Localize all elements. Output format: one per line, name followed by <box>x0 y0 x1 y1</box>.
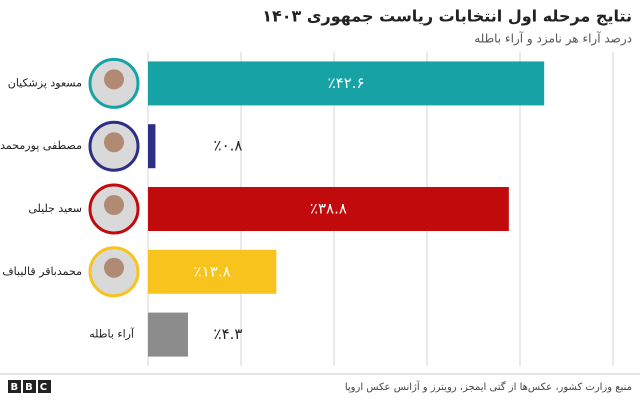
value-label: ٪۰.۸ <box>214 137 243 155</box>
avatar-face <box>104 132 124 153</box>
chart-subtitle: درصد آراء هر نامزد و آراء باطله <box>474 31 632 47</box>
bar <box>148 187 509 231</box>
category-label: محمدباقر قالیباف <box>2 265 82 278</box>
value-label: ٪۴.۳ <box>214 325 243 343</box>
source: منبع وزارت کشور، عکس‌ها از گتی ایمجز، رو… <box>345 380 632 393</box>
avatar-face <box>104 69 124 90</box>
bar <box>148 61 545 106</box>
logo: BBC <box>8 380 55 393</box>
bar <box>148 312 188 357</box>
logo-block <box>23 380 36 393</box>
logo-block <box>38 380 51 393</box>
category-label: سعید جلیلی <box>28 202 82 215</box>
bar <box>148 124 156 169</box>
logo-block <box>8 380 21 393</box>
bar <box>148 249 277 294</box>
avatar-face <box>104 195 124 215</box>
category-label: مصطفی پورمحمدی <box>0 139 82 152</box>
avatar-face <box>104 257 124 278</box>
value-label: ٪۱۳.۸ <box>194 262 231 280</box>
category-label: آراء باطله <box>89 327 135 341</box>
chart-title: نتایج مرحله اول انتخابات ریاست جمهوری ۱۴… <box>262 7 632 26</box>
logo-text: BBC <box>11 382 55 393</box>
value-label: ٪۴۲.۶ <box>328 74 365 92</box>
value-label: ٪۳۸.۸ <box>310 200 347 218</box>
category-label: مسعود پزشکیان <box>8 76 82 89</box>
